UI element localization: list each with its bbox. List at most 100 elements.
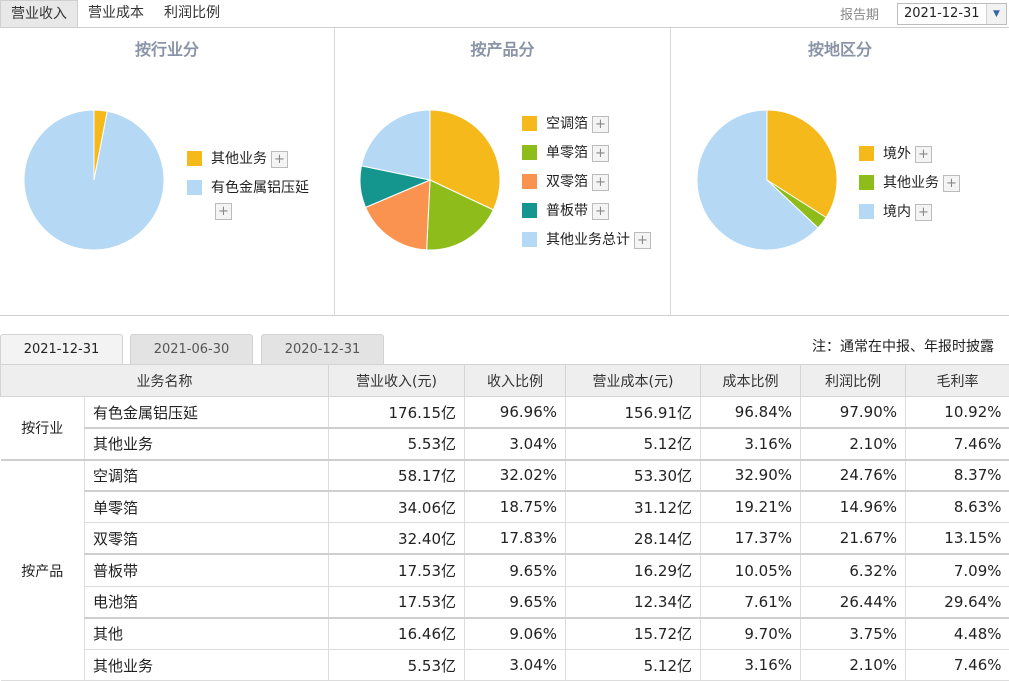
legend-swatch (187, 151, 202, 166)
panel-product: 按产品分 空调箔+ 单零箔+ 双零箔+ 普板带+ 其他业务总计+ (335, 28, 671, 316)
value-cell: 16.46亿 (329, 618, 465, 650)
value-cell: 9.06% (465, 618, 566, 650)
value-cell: 3.04% (465, 649, 566, 681)
business-name-cell: 有色金属铝压延 (85, 397, 329, 429)
period-tab-2021-06-30[interactable]: 2021-06-30 (130, 334, 253, 364)
value-cell: 31.12亿 (566, 491, 701, 523)
business-name-cell: 电池箔 (85, 586, 329, 618)
legend-label: 其他业务 (211, 151, 267, 167)
legend-label: 其他业务 (883, 175, 939, 191)
business-name-cell: 其他 (85, 618, 329, 650)
value-cell: 96.84% (701, 397, 801, 429)
value-cell: 3.04% (465, 428, 566, 460)
legend-swatch (522, 232, 537, 247)
chevron-down-icon[interactable]: ▼ (986, 4, 1006, 24)
value-cell: 53.30亿 (566, 460, 701, 492)
business-table: 业务名称 营业收入(元) 收入比例 营业成本(元) 成本比例 利润比例 毛利率 … (0, 364, 1009, 681)
period-tab-2021-12-31[interactable]: 2021-12-31 (0, 334, 123, 364)
plus-icon[interactable]: + (943, 175, 960, 192)
tab-profit-ratio[interactable]: 利润比例 (154, 0, 230, 28)
value-cell: 3.16% (701, 649, 801, 681)
value-cell: 17.37% (701, 523, 801, 555)
value-cell: 32.40亿 (329, 523, 465, 555)
plus-icon[interactable]: + (634, 232, 651, 249)
value-cell: 21.67% (801, 523, 906, 555)
value-cell: 58.17亿 (329, 460, 465, 492)
plus-icon[interactable]: + (215, 203, 232, 220)
column-header: 业务名称 (1, 365, 329, 397)
value-cell: 96.96% (465, 397, 566, 429)
value-cell: 5.53亿 (329, 649, 465, 681)
legend-label: 普板带 (546, 203, 588, 219)
value-cell: 17.53亿 (329, 586, 465, 618)
legend-swatch (522, 116, 537, 131)
panel-title-product: 按产品分 (335, 36, 670, 60)
value-cell: 97.90% (801, 397, 906, 429)
period-select-value: 2021-12-31 (904, 6, 980, 21)
business-name-cell: 空调箔 (85, 460, 329, 492)
plus-icon[interactable]: + (592, 116, 609, 133)
plus-icon[interactable]: + (915, 204, 932, 221)
pie-chart-region (695, 108, 839, 252)
value-cell: 5.53亿 (329, 428, 465, 460)
disclosure-note: 注：通常在中报、年报时披露 (812, 336, 994, 356)
tab-cost[interactable]: 营业成本 (78, 0, 154, 28)
value-cell: 7.46% (906, 428, 1009, 460)
value-cell: 7.09% (906, 554, 1009, 586)
business-name-cell: 其他业务 (85, 649, 329, 681)
value-cell: 13.15% (906, 523, 1009, 555)
value-cell: 34.06亿 (329, 491, 465, 523)
value-cell: 17.53亿 (329, 554, 465, 586)
value-cell: 32.02% (465, 460, 566, 492)
column-header: 收入比例 (465, 365, 566, 397)
group-label: 按行业 (1, 397, 85, 460)
value-cell: 26.44% (801, 586, 906, 618)
legend-label: 双零箔 (546, 174, 588, 190)
value-cell: 3.16% (701, 428, 801, 460)
plus-icon[interactable]: + (271, 151, 288, 168)
panel-title-industry: 按行业分 (0, 36, 334, 60)
column-header: 利润比例 (801, 365, 906, 397)
value-cell: 8.63% (906, 491, 1009, 523)
legend-swatch (522, 174, 537, 189)
tab-revenue[interactable]: 营业收入 (0, 0, 78, 28)
value-cell: 2.10% (801, 428, 906, 460)
panel-title-region: 按地区分 (671, 36, 1009, 60)
period-label: 报告期 (840, 4, 879, 23)
value-cell: 16.29亿 (566, 554, 701, 586)
value-cell: 28.14亿 (566, 523, 701, 555)
value-cell: 15.72亿 (566, 618, 701, 650)
value-cell: 5.12亿 (566, 649, 701, 681)
period-select[interactable]: 2021-12-31 ▼ (897, 3, 1007, 25)
plus-icon[interactable]: + (915, 146, 932, 163)
legend-label: 空调箔 (546, 116, 588, 132)
period-tab-2020-12-31[interactable]: 2020-12-31 (261, 334, 384, 364)
plus-icon[interactable]: + (592, 174, 609, 191)
column-header: 营业收入(元) (329, 365, 465, 397)
business-name-cell: 单零箔 (85, 491, 329, 523)
value-cell: 2.10% (801, 649, 906, 681)
value-cell: 10.92% (906, 397, 1009, 429)
plus-icon[interactable]: + (592, 145, 609, 162)
legend-swatch (187, 180, 202, 195)
value-cell: 4.48% (906, 618, 1009, 650)
pie-panels: 按行业分 其他业务+ 有色金属铝压延 + 按产品分 空调箔+ 单零箔+ (0, 28, 1009, 316)
value-cell: 6.32% (801, 554, 906, 586)
value-cell: 176.15亿 (329, 397, 465, 429)
plus-icon[interactable]: + (592, 203, 609, 220)
legend-swatch (859, 175, 874, 190)
panel-region: 按地区分 境外+ 其他业务+ 境内+ (671, 28, 1009, 316)
pie-slice[interactable] (24, 110, 164, 250)
legend-label: 其他业务总计 (546, 232, 630, 248)
business-name-cell: 双零箔 (85, 523, 329, 555)
column-header: 成本比例 (701, 365, 801, 397)
value-cell: 156.91亿 (566, 397, 701, 429)
value-cell: 9.70% (701, 618, 801, 650)
value-cell: 19.21% (701, 491, 801, 523)
column-header: 毛利率 (906, 365, 1009, 397)
